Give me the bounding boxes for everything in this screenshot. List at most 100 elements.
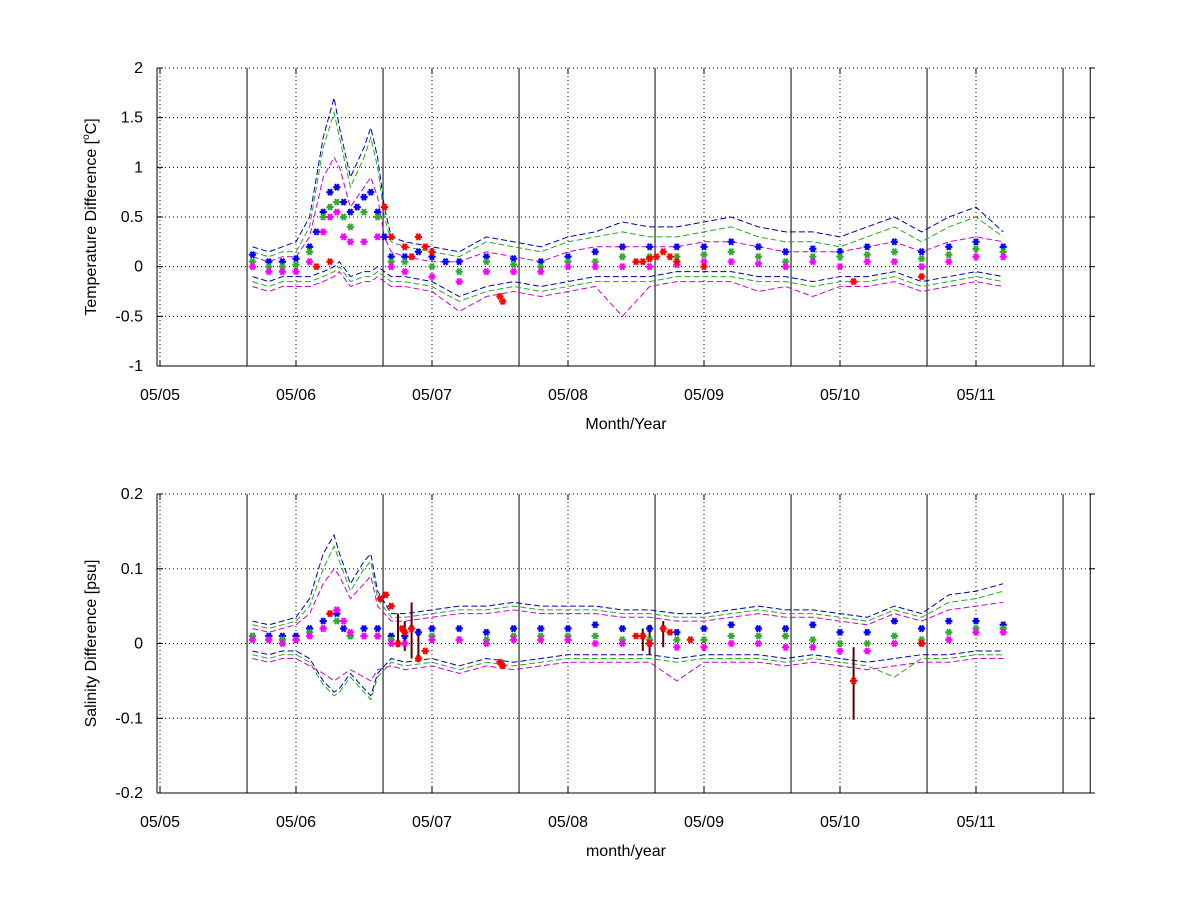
data-point bbox=[754, 253, 762, 261]
x-tick-label: 05/07 bbox=[412, 814, 452, 831]
data-point bbox=[727, 258, 735, 266]
envelope-upper-line bbox=[252, 533, 1004, 626]
data-point bbox=[537, 258, 545, 266]
data-point bbox=[394, 639, 402, 648]
x-tick-label: 05/07 bbox=[412, 387, 452, 404]
data-point bbox=[659, 248, 667, 256]
envelope-upper-line bbox=[252, 567, 1004, 633]
data-point bbox=[809, 253, 817, 261]
data-point bbox=[564, 258, 572, 266]
data-point bbox=[387, 233, 395, 241]
data-point bbox=[428, 262, 436, 271]
envelope-lower-line bbox=[252, 260, 1004, 298]
data-point bbox=[782, 624, 790, 633]
data-point bbox=[646, 255, 654, 263]
data-point bbox=[673, 258, 681, 266]
data-point bbox=[482, 639, 490, 648]
data-point bbox=[376, 594, 384, 603]
data-point bbox=[312, 262, 320, 271]
x-tick-label: 05/06 bbox=[276, 814, 316, 831]
data-point bbox=[673, 243, 681, 251]
data-point bbox=[428, 253, 436, 261]
data-point bbox=[591, 258, 599, 266]
data-point bbox=[890, 617, 898, 625]
y-tick-label: 1.5 bbox=[121, 110, 143, 127]
data-point bbox=[809, 258, 817, 266]
data-point bbox=[754, 624, 762, 633]
salinity-difference-chart: -0.2 -0.1 0 0.1 0.2 05/05 05/06 05/07 05/08 05/09… bbox=[83, 486, 1095, 860]
data-point bbox=[319, 617, 327, 625]
data-point bbox=[306, 248, 314, 256]
envelope-lines bbox=[252, 533, 1004, 701]
axes-frame bbox=[156, 67, 1095, 367]
data-point bbox=[890, 632, 898, 640]
y-tick-label: 0.2 bbox=[121, 486, 143, 503]
envelope-upper-line bbox=[252, 97, 1004, 253]
data-point bbox=[809, 245, 817, 253]
data-point bbox=[333, 606, 341, 614]
data-point bbox=[972, 628, 980, 636]
data-point bbox=[972, 238, 980, 246]
data-point bbox=[564, 262, 572, 271]
y-tick-label: -0.5 bbox=[115, 308, 143, 325]
data-point bbox=[510, 255, 518, 263]
data-point bbox=[414, 654, 422, 663]
data-point bbox=[700, 262, 708, 271]
data-point bbox=[850, 677, 858, 685]
envelope-lower-line bbox=[252, 654, 1004, 701]
data-point bbox=[455, 267, 463, 276]
data-point bbox=[890, 258, 898, 266]
data-point bbox=[414, 628, 422, 636]
data-point bbox=[265, 262, 273, 271]
data-point bbox=[666, 628, 674, 636]
data-point bbox=[639, 632, 647, 640]
data-point bbox=[945, 251, 953, 259]
series-1 bbox=[248, 198, 1007, 276]
data-point bbox=[428, 636, 436, 644]
y-tick-label: -0.1 bbox=[115, 710, 143, 727]
data-point bbox=[401, 258, 409, 266]
data-point bbox=[700, 624, 708, 633]
data-point bbox=[401, 243, 409, 251]
x-axis-label: Month/Year bbox=[585, 416, 667, 433]
data-point bbox=[421, 243, 429, 251]
data-point bbox=[836, 628, 844, 636]
temperature-difference-chart: -1 -0.5 0 0.5 1 1.5 2 05/05 05/06 05/07 05/08 05/09… bbox=[81, 60, 1095, 433]
data-point bbox=[945, 617, 953, 625]
data-point bbox=[387, 258, 395, 266]
data-point bbox=[999, 628, 1007, 636]
data-point bbox=[850, 277, 858, 286]
data-point bbox=[972, 245, 980, 253]
data-point bbox=[673, 628, 681, 636]
data-point bbox=[382, 591, 390, 599]
data-point bbox=[918, 262, 926, 271]
data-point bbox=[782, 632, 790, 640]
data-point bbox=[666, 253, 674, 261]
data-point bbox=[809, 621, 817, 629]
data-point bbox=[510, 624, 518, 633]
data-point bbox=[537, 267, 545, 276]
envelope-lower-line bbox=[252, 270, 1004, 318]
data-point bbox=[646, 262, 654, 271]
data-point bbox=[945, 258, 953, 266]
data-point bbox=[618, 262, 626, 271]
y-axis-label: Salinity Difference [psu] bbox=[83, 560, 100, 728]
data-point bbox=[248, 258, 257, 266]
data-point bbox=[360, 208, 368, 216]
data-point bbox=[673, 643, 681, 651]
data-point bbox=[863, 628, 871, 636]
data-point bbox=[278, 267, 286, 276]
data-point bbox=[306, 243, 314, 251]
data-point bbox=[918, 248, 926, 256]
data-point bbox=[306, 632, 314, 640]
data-point bbox=[374, 624, 382, 633]
data-point bbox=[591, 632, 599, 640]
data-point bbox=[455, 624, 463, 633]
data-point bbox=[945, 636, 953, 644]
data-point bbox=[809, 643, 817, 651]
data-point bbox=[380, 233, 388, 241]
data-point bbox=[360, 238, 368, 246]
data-point bbox=[374, 213, 382, 221]
data-point bbox=[659, 624, 667, 633]
data-point bbox=[700, 251, 708, 259]
